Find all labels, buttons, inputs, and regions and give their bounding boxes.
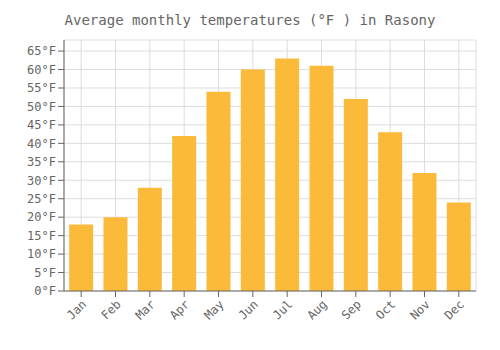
svg-text:Aug: Aug bbox=[304, 297, 329, 322]
html-text:Average monthly temperatures (: Average monthly temperatures (°F ) in Ra… bbox=[64, 12, 436, 28]
svg-text:Jan: Jan bbox=[64, 297, 89, 322]
svg-text:45°F: 45°F bbox=[27, 118, 56, 132]
svg-text:Apr: Apr bbox=[167, 297, 192, 322]
svg-text:0°F: 0°F bbox=[34, 284, 56, 298]
svg-text:50°F: 50°F bbox=[27, 100, 56, 114]
svg-text:May: May bbox=[201, 297, 226, 322]
svg-text:20°F: 20°F bbox=[27, 210, 56, 224]
svg-text:25°F: 25°F bbox=[27, 192, 56, 206]
svg-text:35°F: 35°F bbox=[27, 155, 56, 169]
svg-text:Sep: Sep bbox=[339, 297, 364, 322]
svg-text:Feb: Feb bbox=[98, 297, 123, 322]
svg-text:5°F: 5°F bbox=[34, 266, 56, 280]
svg-text:55°F: 55°F bbox=[27, 81, 56, 95]
svg-text:Dec: Dec bbox=[442, 297, 467, 322]
svg-text:40°F: 40°F bbox=[27, 137, 56, 151]
svg-text:Jul: Jul bbox=[270, 297, 295, 322]
svg-text:30°F: 30°F bbox=[27, 174, 56, 188]
svg-text:10°F: 10°F bbox=[27, 247, 56, 261]
svg-text:15°F: 15°F bbox=[27, 229, 56, 243]
svg-text:Nov: Nov bbox=[407, 297, 432, 322]
svg-text:65°F: 65°F bbox=[27, 44, 56, 58]
svg-text:Mar: Mar bbox=[133, 297, 158, 322]
svg-text:Jun: Jun bbox=[236, 297, 261, 322]
svg-text:Oct: Oct bbox=[373, 297, 398, 322]
svg-text:60°F: 60°F bbox=[27, 63, 56, 77]
